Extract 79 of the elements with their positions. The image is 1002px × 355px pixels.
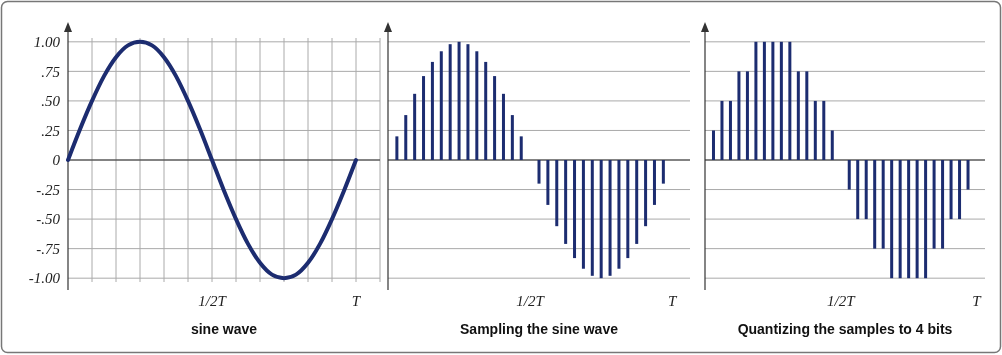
bar [475,51,479,160]
y-tick-label: .75 [41,63,61,80]
bar [644,160,648,227]
bar [771,41,775,160]
bar [413,93,417,160]
bar [932,160,936,249]
x-tick-label: T [668,293,679,309]
bar [564,160,568,244]
x-axis-title: Quantizing the samples to 4 bits [737,321,953,337]
bar [573,160,577,259]
bar [737,71,741,160]
bar [966,160,970,190]
bar [898,160,902,279]
bar [779,41,783,160]
bar [466,44,470,160]
bar [941,160,945,249]
x-tick-label: T [351,293,362,309]
bar [404,115,408,160]
bar [661,160,665,184]
bar [847,160,851,190]
y-tick-label: -.25 [36,181,61,198]
bar [856,160,860,220]
y-tick-label: .25 [41,122,61,139]
bar [430,61,434,160]
bar [958,160,962,220]
x-tick-label: T [972,293,983,309]
y-tick-label: .50 [41,93,61,110]
bar [448,44,452,160]
bar [635,160,639,244]
bar [617,160,621,269]
bar [590,160,594,276]
bar [626,160,630,259]
bar [949,160,953,220]
y-tick-label: 1.00 [33,34,61,51]
bar [510,115,514,160]
bar [546,160,550,205]
bar [864,160,868,220]
bar [484,61,488,160]
x-axis-title: sine wave [190,321,258,337]
bar [652,160,656,205]
bar [745,71,749,160]
bar [873,160,877,249]
bar [501,93,505,160]
bar [537,160,541,184]
bar [711,130,715,160]
bar [762,41,766,160]
x-tick-label: 1/2T [516,293,546,309]
bar [805,71,809,160]
bar [915,160,919,279]
bar [881,160,885,249]
bar [907,160,911,279]
bar [796,71,800,160]
bar [555,160,559,227]
bar [754,41,758,160]
x-tick-label: 1/2T [827,293,857,309]
bar [822,100,826,160]
bar [890,160,894,279]
bar [395,136,399,160]
bar [599,160,603,279]
bar [728,100,732,160]
bar [608,160,612,276]
bar [457,41,461,160]
bar [439,51,443,160]
bar [519,136,523,160]
y-tick-label: -1.00 [28,270,61,287]
bar [924,160,928,279]
bar [581,160,585,269]
bar [788,41,792,160]
y-tick-label: -.50 [36,211,61,228]
x-axis-title: Sampling the sine wave [460,321,619,337]
bar [422,76,426,160]
bar [720,100,724,160]
y-tick-label: -.75 [36,240,61,257]
bar [830,130,834,160]
y-tick-label: 0 [52,152,61,169]
x-tick-label: 1/2T [198,293,228,309]
line-series [66,39,358,281]
bar [813,100,817,160]
bar [493,76,497,160]
